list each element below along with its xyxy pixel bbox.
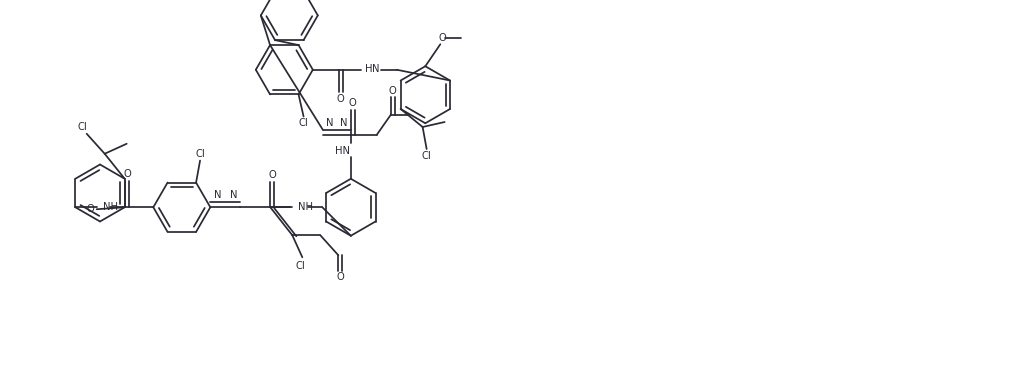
Text: O: O	[87, 204, 95, 214]
Text: NH: NH	[103, 202, 118, 212]
Text: O: O	[438, 33, 446, 43]
Text: O: O	[348, 98, 357, 108]
Text: HN: HN	[335, 146, 349, 156]
Text: Cl: Cl	[195, 148, 205, 158]
Text: O: O	[123, 169, 131, 179]
Text: H: H	[365, 64, 373, 74]
Text: Cl: Cl	[78, 122, 88, 132]
Text: NH: NH	[298, 202, 313, 212]
Text: O: O	[269, 170, 276, 180]
Text: N: N	[326, 118, 333, 128]
Text: Cl: Cl	[299, 118, 308, 128]
Text: N: N	[213, 190, 221, 200]
Text: O: O	[337, 94, 344, 104]
Text: O: O	[336, 272, 344, 282]
Text: N: N	[373, 64, 380, 74]
Text: Cl: Cl	[422, 151, 431, 161]
Text: N: N	[340, 118, 347, 128]
Text: Cl: Cl	[296, 261, 305, 271]
Text: N: N	[229, 190, 237, 200]
Text: O: O	[389, 86, 397, 96]
